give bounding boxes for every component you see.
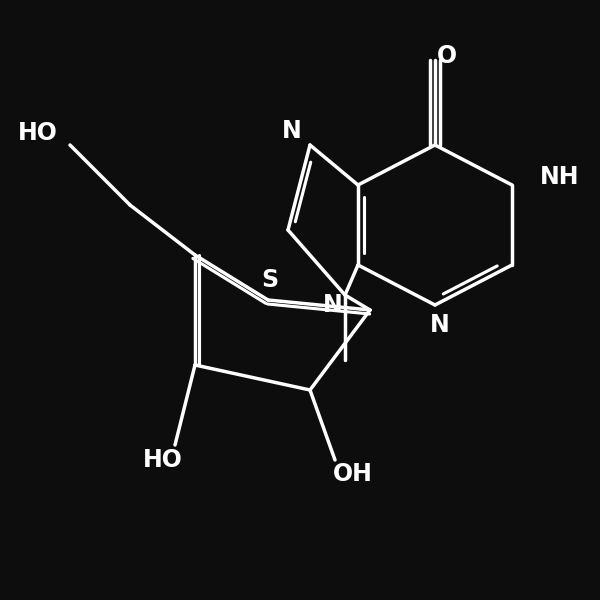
Text: S: S (262, 268, 278, 292)
Text: N: N (430, 313, 450, 337)
Text: NH: NH (540, 165, 580, 189)
Text: OH: OH (333, 462, 373, 486)
Text: O: O (437, 44, 457, 68)
Text: N: N (323, 293, 343, 317)
Text: N: N (282, 119, 302, 143)
Text: HO: HO (143, 448, 183, 472)
Text: HO: HO (18, 121, 58, 145)
